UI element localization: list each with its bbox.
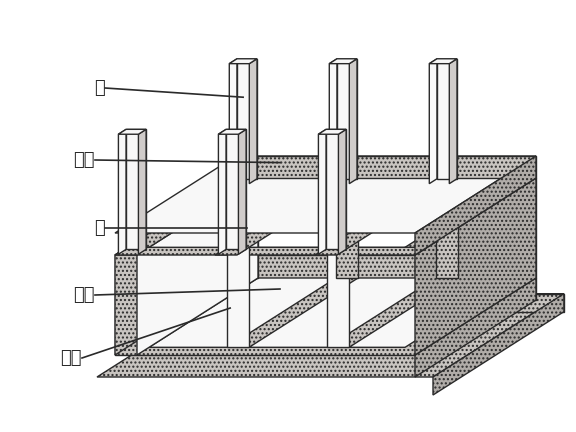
Text: 顶板: 顶板 [74, 151, 95, 169]
Polygon shape [238, 129, 246, 254]
Polygon shape [119, 129, 146, 134]
Polygon shape [429, 59, 457, 64]
Polygon shape [433, 294, 564, 395]
Polygon shape [336, 178, 358, 278]
Polygon shape [226, 129, 246, 249]
Polygon shape [349, 278, 514, 347]
Polygon shape [227, 247, 249, 347]
Polygon shape [115, 278, 536, 355]
Text: 墙: 墙 [94, 219, 105, 237]
Polygon shape [115, 178, 258, 255]
Polygon shape [237, 59, 257, 179]
Polygon shape [249, 278, 436, 347]
Polygon shape [329, 59, 357, 64]
Polygon shape [115, 178, 236, 355]
Polygon shape [449, 59, 457, 184]
Polygon shape [319, 129, 326, 254]
Polygon shape [326, 129, 346, 249]
Polygon shape [97, 294, 564, 377]
Polygon shape [218, 129, 246, 134]
Polygon shape [415, 156, 536, 255]
Polygon shape [229, 59, 257, 64]
Polygon shape [437, 59, 457, 179]
Polygon shape [115, 156, 536, 233]
Polygon shape [229, 59, 237, 184]
Polygon shape [236, 178, 258, 278]
Polygon shape [115, 255, 415, 355]
Polygon shape [514, 178, 536, 278]
Polygon shape [249, 59, 257, 184]
Polygon shape [236, 156, 536, 178]
Polygon shape [337, 59, 357, 179]
Text: 底板: 底板 [74, 286, 95, 304]
Polygon shape [339, 129, 346, 254]
Polygon shape [236, 278, 536, 300]
Polygon shape [218, 129, 226, 254]
Polygon shape [429, 59, 437, 184]
Polygon shape [119, 129, 126, 254]
Text: 垫层: 垫层 [60, 349, 82, 367]
Polygon shape [115, 247, 427, 255]
Polygon shape [415, 278, 536, 377]
Polygon shape [327, 247, 349, 347]
Polygon shape [126, 129, 146, 249]
Text: 柱: 柱 [94, 79, 105, 97]
Polygon shape [149, 278, 336, 347]
Polygon shape [215, 178, 358, 255]
Polygon shape [228, 294, 564, 312]
Polygon shape [315, 178, 458, 255]
Polygon shape [349, 59, 357, 184]
Polygon shape [127, 247, 427, 347]
Polygon shape [137, 178, 258, 355]
Polygon shape [393, 178, 536, 255]
Polygon shape [436, 178, 458, 278]
Polygon shape [319, 129, 346, 134]
Polygon shape [138, 129, 146, 254]
Polygon shape [415, 178, 536, 355]
Polygon shape [329, 59, 337, 184]
